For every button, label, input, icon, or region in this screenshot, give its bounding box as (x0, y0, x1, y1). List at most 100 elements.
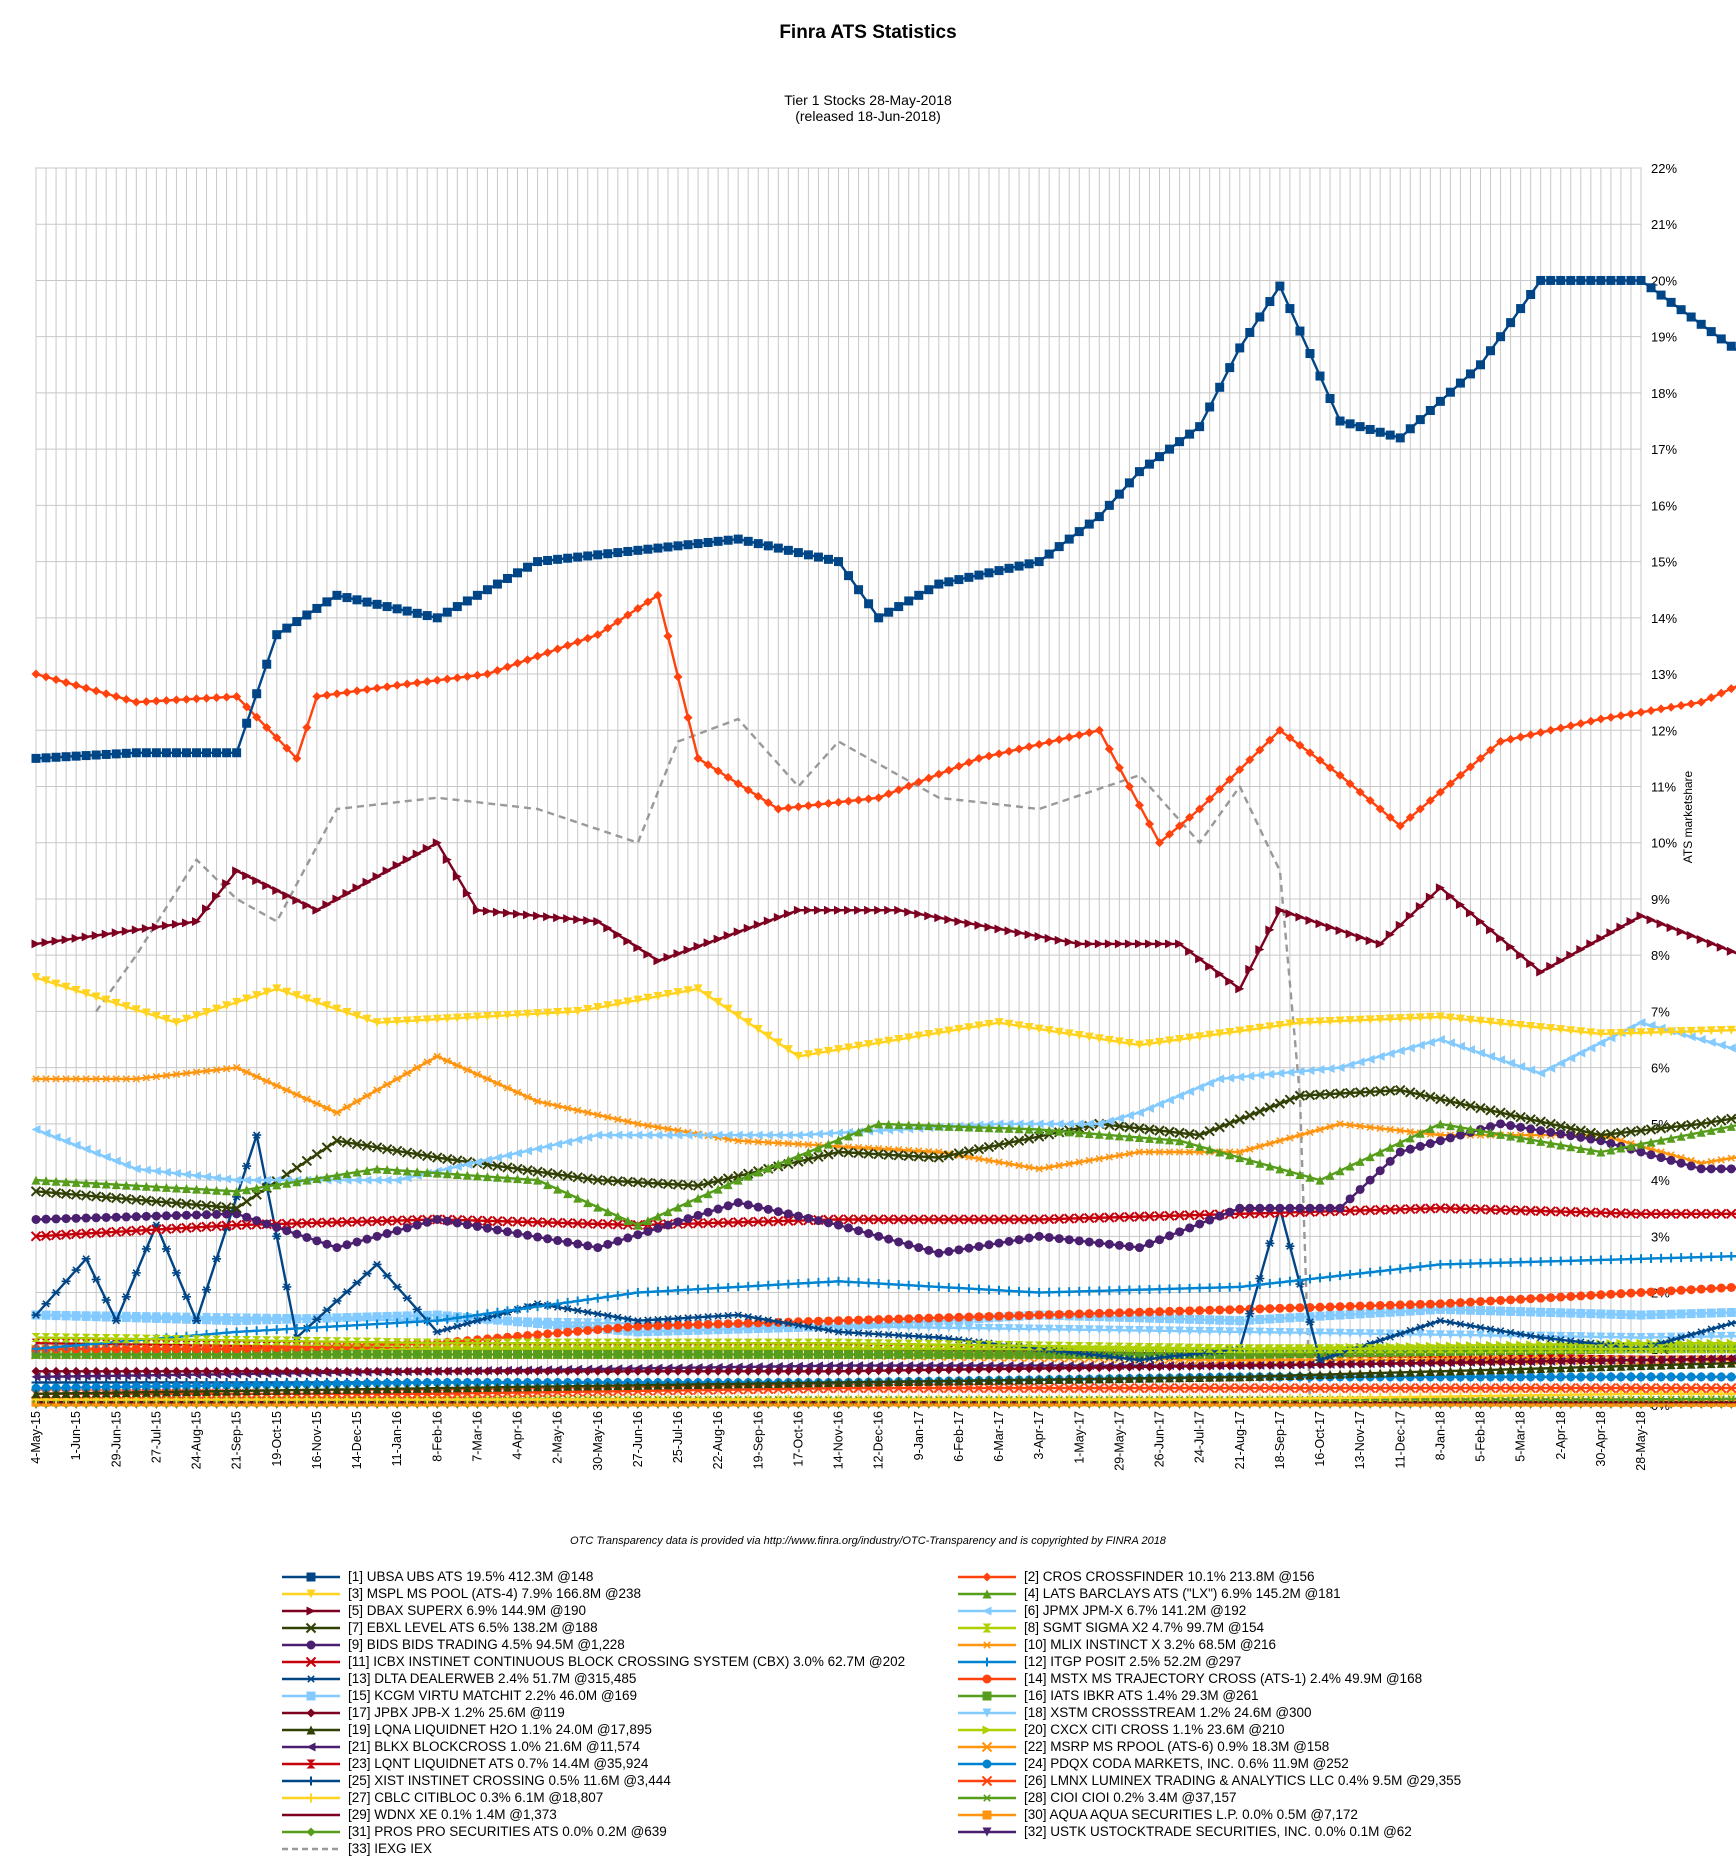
data-point (342, 1350, 351, 1359)
data-point (894, 1350, 903, 1359)
data-point (142, 1314, 151, 1323)
x-tick-label: 8-Feb-16 (430, 1411, 444, 1462)
data-point (322, 1350, 331, 1359)
data-point (1336, 1311, 1345, 1320)
data-point (443, 1350, 452, 1359)
data-point (563, 1350, 572, 1359)
data-point (503, 1350, 512, 1359)
data-point (1677, 1372, 1686, 1381)
data-point (1316, 1312, 1325, 1321)
data-point (1005, 1350, 1014, 1359)
data-point (1295, 1313, 1304, 1322)
data-point (332, 1350, 341, 1359)
data-point (1476, 1306, 1485, 1315)
data-point (302, 1314, 311, 1323)
y-tick-label: 11% (1651, 780, 1676, 795)
data-point (1255, 1315, 1264, 1324)
data-point (603, 1350, 612, 1359)
data-point (1637, 1372, 1646, 1381)
y-tick-label: 8% (1651, 948, 1670, 963)
x-tick-label: 13-Nov-17 (1353, 1411, 1367, 1469)
data-point (453, 1350, 462, 1359)
data-point (373, 1350, 382, 1359)
data-point (1275, 1314, 1284, 1323)
data-point (1576, 1372, 1585, 1381)
x-tick-label: 29-Jun-15 (109, 1411, 123, 1467)
y-tick-label: 19% (1651, 330, 1677, 345)
data-point (342, 1313, 351, 1322)
x-tick-label: 24-Jul-17 (1193, 1411, 1207, 1463)
data-point (513, 1350, 522, 1359)
x-tick-label: 11-Dec-17 (1393, 1411, 1407, 1468)
data-point (593, 1350, 602, 1359)
data-point (172, 1314, 181, 1323)
y-tick-label: 21% (1651, 217, 1677, 232)
data-point (533, 1350, 542, 1359)
data-point (764, 1350, 773, 1359)
y-tick-label: 4% (1651, 1173, 1670, 1188)
data-point (1466, 1306, 1475, 1315)
x-tick-label: 28-May-18 (1634, 1411, 1648, 1471)
x-tick-label: 8-Jan-18 (1433, 1411, 1447, 1460)
data-point (312, 1350, 321, 1359)
data-point (914, 1350, 923, 1359)
y-tick-label: 10% (1651, 836, 1677, 851)
data-point (1215, 1316, 1224, 1325)
x-tick-label: 21-Sep-15 (230, 1411, 244, 1469)
data-point (694, 1350, 703, 1359)
data-point (1015, 1350, 1024, 1359)
y-tick-label: 18% (1651, 386, 1677, 401)
x-tick-label: 27-Jul-15 (149, 1411, 163, 1463)
data-point (964, 1350, 973, 1359)
data-point (904, 1350, 913, 1359)
data-point (1205, 1315, 1214, 1324)
x-tick-label: 30-May-16 (591, 1411, 605, 1471)
data-point (1175, 1314, 1184, 1323)
data-point (704, 1350, 713, 1359)
x-tick-label: 18-Sep-17 (1273, 1411, 1287, 1469)
y-tick-label: 14% (1651, 611, 1677, 626)
data-point (393, 1350, 402, 1359)
data-point (1616, 1372, 1625, 1381)
data-point (1486, 1306, 1495, 1315)
data-point (533, 1319, 542, 1328)
x-tick-label: 2-May-16 (551, 1411, 565, 1464)
data-point (493, 1350, 502, 1359)
data-point (684, 1350, 693, 1359)
data-point (1235, 1316, 1244, 1325)
data-point (1326, 1311, 1335, 1320)
x-tick-label: 1-Jun-15 (69, 1411, 83, 1460)
data-point (724, 1350, 733, 1359)
x-tick-label: 19-Oct-15 (270, 1411, 284, 1467)
data-point (403, 1350, 412, 1359)
data-point (954, 1350, 963, 1359)
data-point (62, 1311, 71, 1320)
data-point (1346, 1310, 1355, 1319)
data-point (232, 1316, 241, 1325)
data-point (82, 1312, 91, 1321)
data-point (503, 1316, 512, 1325)
data-point (734, 1350, 743, 1359)
data-point (222, 1316, 231, 1325)
y-tick-label: 13% (1651, 667, 1677, 682)
data-point (1225, 1316, 1234, 1325)
x-tick-label: 11-Jan-16 (390, 1411, 404, 1466)
y-tick-label: 17% (1651, 442, 1677, 457)
data-point (1536, 1372, 1545, 1381)
y-tick-label: 6% (1651, 1061, 1670, 1076)
data-point (1195, 1315, 1204, 1324)
data-point (433, 1350, 442, 1359)
x-tick-label: 1-May-17 (1072, 1411, 1086, 1464)
x-tick-label: 14-Dec-15 (350, 1411, 364, 1469)
data-point (824, 1350, 833, 1359)
x-tick-label: 19-Sep-16 (751, 1411, 765, 1469)
data-point (583, 1350, 592, 1359)
data-point (1546, 1372, 1555, 1381)
data-point (1606, 1372, 1615, 1381)
data-point (553, 1321, 562, 1330)
data-point (744, 1350, 753, 1359)
data-point (814, 1350, 823, 1359)
data-point (262, 1315, 271, 1324)
data-point (1285, 1313, 1294, 1322)
